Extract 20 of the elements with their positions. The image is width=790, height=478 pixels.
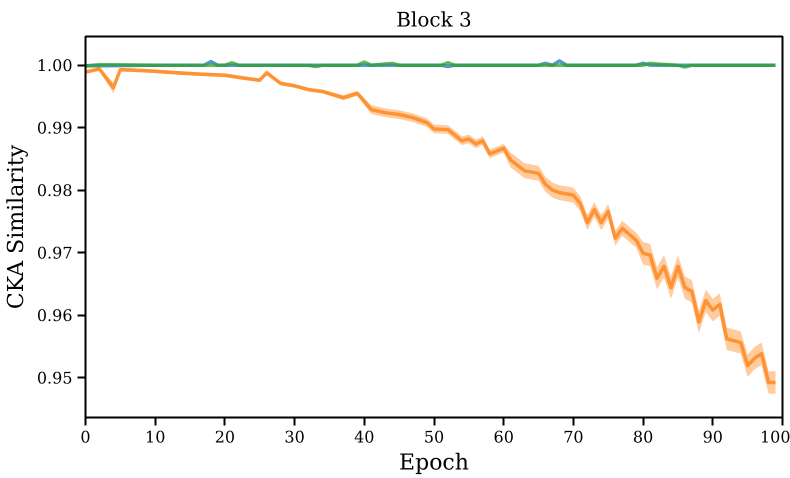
x-tick-label: 40 <box>354 428 374 446</box>
x-tick-label: 0 <box>80 428 91 446</box>
x-tick-label: 30 <box>284 428 305 446</box>
x-tick-label: 60 <box>494 428 514 446</box>
y-tick-label: 1.00 <box>36 56 72 76</box>
x-tick-label: 90 <box>702 428 723 446</box>
chart-title: Block 3 <box>396 8 472 32</box>
y-tick-label: 0.96 <box>36 306 72 326</box>
y-tick-label: 0.95 <box>36 368 72 388</box>
x-tick-label: 80 <box>632 428 654 446</box>
x-tick-label: 10 <box>145 428 166 446</box>
y-tick-label: 0.98 <box>36 181 72 200</box>
y-tick-label: 0.99 <box>36 118 72 138</box>
x-tick-label: 70 <box>563 428 584 446</box>
x-tick-label: 20 <box>214 428 236 446</box>
x-tick-label: 50 <box>424 428 444 446</box>
x-tick-label: 100 <box>760 428 790 446</box>
y-axis-title: CKA Similarity <box>4 144 29 310</box>
y-tick-label: 0.97 <box>36 244 72 263</box>
x-axis-title: Epoch <box>399 450 469 476</box>
